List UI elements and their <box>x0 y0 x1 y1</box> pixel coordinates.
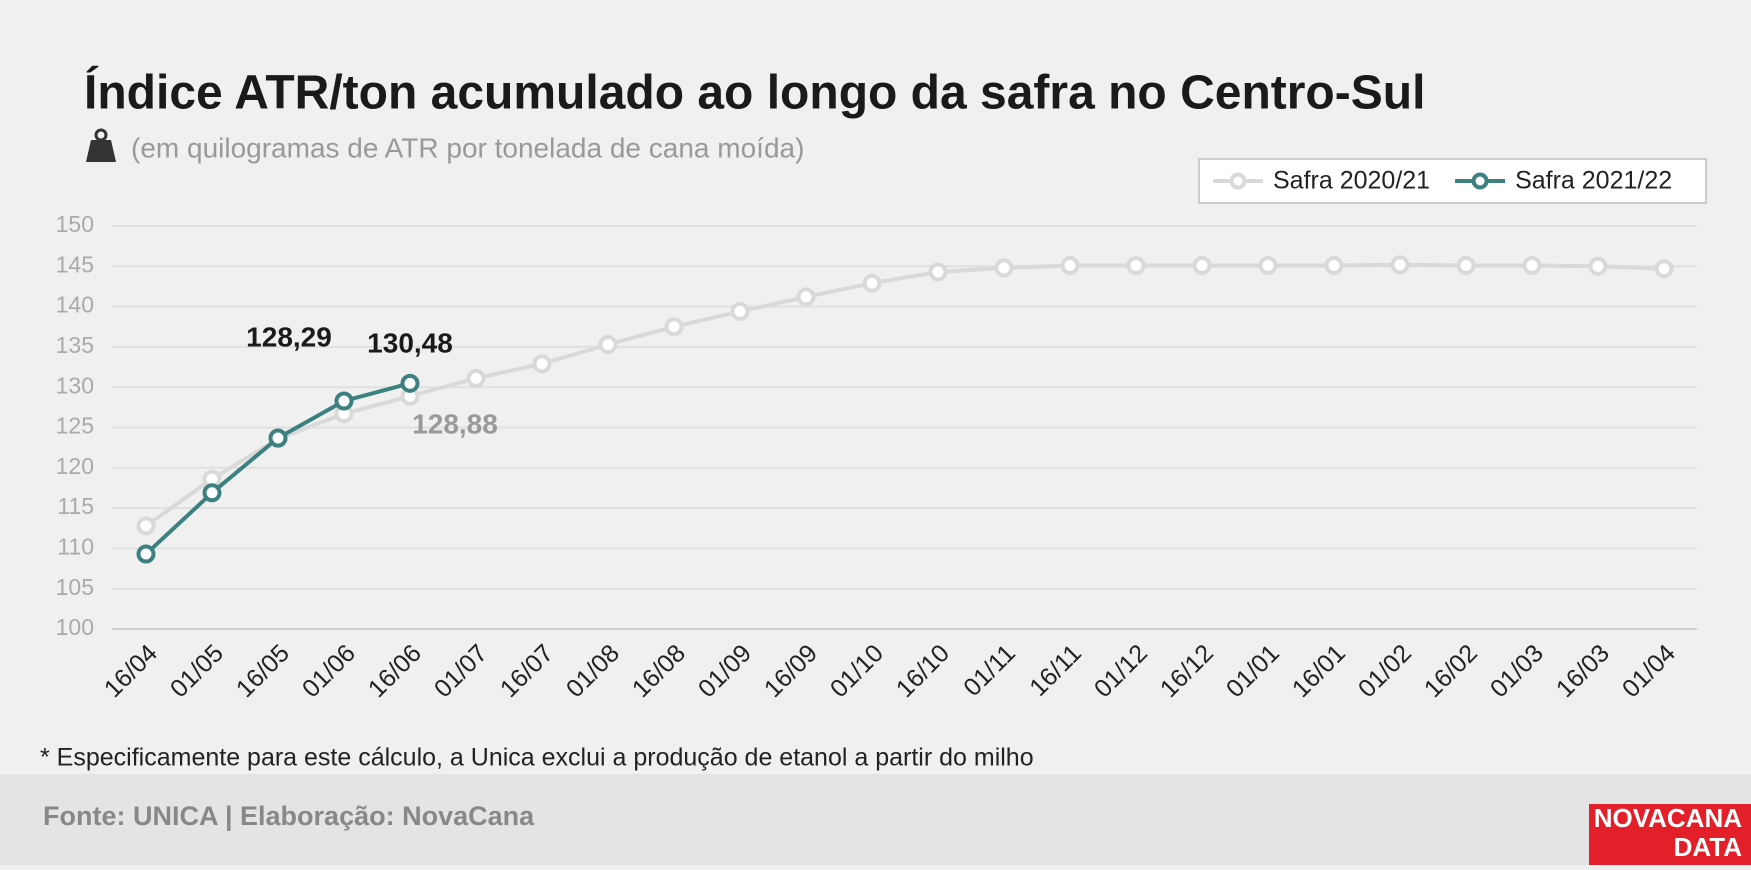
point <box>268 428 288 448</box>
legend-label: Safra 2020/21 <box>1273 167 1430 195</box>
point <box>796 287 816 307</box>
legend-label: Safra 2021/22 <box>1515 167 1672 195</box>
footnote: * Especificamente para este cálculo, a U… <box>40 744 1034 772</box>
point <box>1324 255 1344 275</box>
x-tick-label: 01/06 <box>297 639 361 703</box>
legend-box <box>1198 158 1707 204</box>
x-tick-label: 16/06 <box>363 639 427 703</box>
y-tick-label: 110 <box>57 533 94 559</box>
point <box>664 317 684 337</box>
point <box>1654 259 1674 279</box>
value-label: 130,48 <box>367 328 453 359</box>
y-tick-label: 150 <box>56 211 94 237</box>
point <box>202 483 222 503</box>
y-tick-label: 125 <box>56 413 94 439</box>
point <box>136 544 156 564</box>
value-label: 128,88 <box>412 409 498 440</box>
chart-title: Índice ATR/ton acumulado ao longo da saf… <box>84 66 1425 120</box>
x-tick-label: 16/04 <box>99 639 163 703</box>
point <box>928 262 948 282</box>
x-tick-label: 16/08 <box>627 639 691 703</box>
y-tick-label: 120 <box>56 453 94 479</box>
x-tick-label: 16/05 <box>231 639 295 703</box>
x-tick-label: 01/02 <box>1353 639 1417 703</box>
x-tick-label: 01/11 <box>958 639 1021 702</box>
point <box>400 373 420 393</box>
logo-text: NOVACANA <box>1594 803 1743 833</box>
point <box>1126 255 1146 275</box>
point <box>730 301 750 321</box>
x-tick-label: 01/08 <box>561 639 625 703</box>
y-tick-label: 145 <box>56 251 94 277</box>
value-label: 128,29 <box>246 321 332 352</box>
y-tick-label: 115 <box>57 493 94 519</box>
x-tick-label: 01/05 <box>165 639 229 703</box>
point <box>1192 255 1212 275</box>
x-tick-label: 16/07 <box>495 639 559 703</box>
legend-marker <box>1229 172 1247 190</box>
point <box>334 391 354 411</box>
point <box>1456 255 1476 275</box>
source: Fonte: UNICA | Elaboração: NovaCana <box>43 801 535 831</box>
point <box>466 368 486 388</box>
x-tick-label: 01/01 <box>1221 639 1285 703</box>
subtitle: (em quilogramas de ATR por tonelada de c… <box>131 132 804 163</box>
series-line <box>144 262 1665 528</box>
point <box>598 334 618 354</box>
point <box>862 273 882 293</box>
x-tick-label: 01/10 <box>825 639 889 703</box>
point <box>1390 255 1410 275</box>
x-tick-label: 16/09 <box>759 639 823 703</box>
y-tick-label: 140 <box>56 292 94 318</box>
logo-box <box>1589 804 1751 865</box>
logo-text: DATA <box>1674 832 1743 862</box>
x-tick-label: 01/12 <box>1089 639 1153 703</box>
x-tick-label: 01/04 <box>1617 639 1681 703</box>
x-tick-label: 16/10 <box>891 639 955 703</box>
y-tick-label: 135 <box>56 332 94 358</box>
point <box>1060 255 1080 275</box>
x-tick-label: 16/03 <box>1551 639 1615 703</box>
x-tick-label: 16/12 <box>1155 639 1219 703</box>
x-tick-label: 16/01 <box>1287 639 1351 703</box>
x-tick-label: 01/07 <box>429 639 493 703</box>
point <box>1258 255 1278 275</box>
x-tick-label: 01/09 <box>693 639 757 703</box>
point <box>136 516 156 536</box>
point <box>1588 256 1608 276</box>
x-tick-label: 01/03 <box>1485 639 1549 703</box>
point <box>1522 255 1542 275</box>
x-tick-label: 16/02 <box>1419 639 1483 703</box>
x-tick-label: 16/11 <box>1024 639 1087 702</box>
y-tick-label: 130 <box>56 372 94 398</box>
legend-marker <box>1471 172 1489 190</box>
weight-icon <box>86 128 116 162</box>
point <box>994 258 1014 278</box>
y-tick-label: 105 <box>56 574 94 600</box>
y-tick-label: 100 <box>56 614 94 640</box>
footer-band <box>0 774 1751 865</box>
point <box>532 354 552 374</box>
